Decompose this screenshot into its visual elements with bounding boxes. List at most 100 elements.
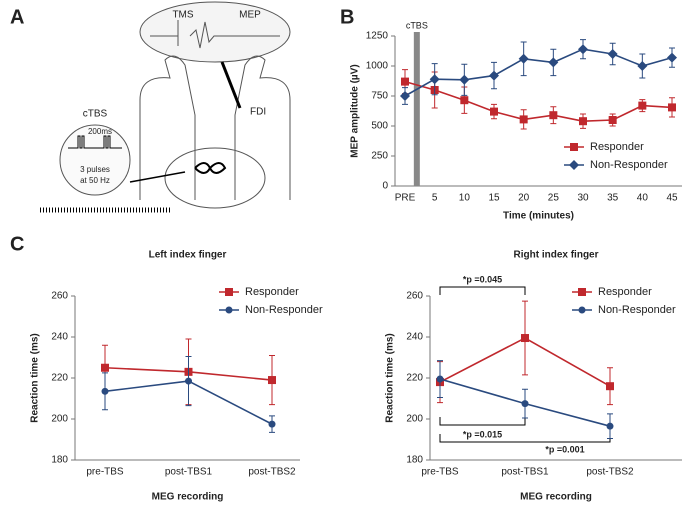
x-tick-label: pre-TBS [86, 467, 124, 478]
x-tick-label: 40 [637, 193, 649, 204]
marker [268, 376, 276, 385]
label: MEP [239, 10, 261, 21]
annotation: *p =0.001 [545, 444, 584, 454]
marker [519, 115, 528, 124]
y-tick-label: 220 [406, 373, 423, 384]
y-tick-label: 180 [51, 455, 68, 466]
x-tick-label: post-TBS2 [586, 467, 634, 478]
y-tick-label: 1000 [366, 61, 389, 72]
line [404, 80, 673, 123]
marker [569, 160, 579, 170]
marker [459, 74, 470, 85]
y-axis-label: Reaction time (ms) [385, 333, 396, 422]
x-tick-label: 25 [548, 193, 560, 204]
marker [225, 288, 233, 296]
panel-label: C [10, 233, 24, 255]
legend-label: Non-Responder [590, 159, 668, 171]
marker [607, 49, 618, 59]
x-axis-label: MEG recording [152, 492, 224, 503]
legend-label: Responder [598, 286, 652, 298]
y-tick-label: 180 [406, 455, 423, 466]
marker [606, 382, 614, 391]
x-tick-label: 30 [577, 193, 589, 204]
marker [570, 143, 578, 151]
x-tick-label: PRE [395, 193, 416, 204]
x-tick-label: 35 [607, 193, 619, 204]
arms [139, 55, 291, 200]
legend-label: Responder [245, 286, 299, 298]
marker [606, 422, 614, 430]
chart-title: Right index finger [514, 250, 599, 261]
panel-label: A [10, 6, 24, 28]
mep-trace [150, 20, 280, 49]
label: FDI [250, 107, 266, 118]
diagram [40, 1, 291, 213]
label: TMS [172, 10, 193, 21]
marker [429, 74, 440, 85]
y-tick-label: 260 [406, 291, 423, 302]
y-tick-label: 200 [406, 414, 423, 425]
x-tick-label: 10 [459, 193, 471, 204]
electrode [220, 61, 242, 109]
marker [637, 61, 648, 71]
x-tick-label: pre-TBS [421, 467, 459, 478]
legend-label: Non-Responder [245, 304, 323, 316]
x-tick-label: 45 [666, 193, 678, 204]
line [404, 48, 673, 97]
y-tick-label: 500 [371, 121, 388, 132]
y-tick-label: 200 [51, 414, 68, 425]
x-axis-label: MEG recording [520, 492, 592, 503]
mep-bubble [139, 1, 291, 63]
x-tick-label: post-TBS1 [501, 467, 549, 478]
marker [578, 44, 588, 55]
label: 3 pulses [80, 165, 110, 174]
marker [400, 91, 410, 101]
marker [578, 288, 586, 296]
marker [521, 334, 529, 343]
ctbs-bar [413, 32, 420, 186]
x-tick-label: 5 [432, 193, 438, 204]
legend-label: Non-Responder [598, 304, 676, 316]
x-axis-label: Time (minutes) [503, 211, 574, 222]
y-axis-label: MEP amplitude (µV) [350, 64, 361, 157]
bracket [439, 417, 526, 426]
x-tick-label: post-TBS2 [248, 467, 296, 478]
y-tick-label: 0 [382, 181, 388, 192]
marker [268, 420, 276, 428]
x-tick-label: post-TBS1 [165, 467, 213, 478]
bracket [439, 286, 526, 295]
marker [489, 70, 499, 81]
marker [578, 306, 586, 314]
marker [101, 387, 109, 395]
x-tick-label: 15 [488, 193, 500, 204]
annotation: *p =0.045 [463, 274, 502, 284]
marker [549, 111, 558, 120]
marker [668, 103, 676, 112]
annotation: *p =0.015 [463, 429, 502, 439]
x-tick-label: 20 [518, 193, 530, 204]
label: cTBS [83, 109, 108, 120]
marker [490, 107, 498, 116]
marker [667, 52, 677, 63]
marker [518, 53, 529, 64]
marker [401, 77, 409, 86]
label: 200ms [88, 127, 112, 136]
arrow [129, 171, 186, 183]
pulse-train [68, 135, 122, 149]
chart-title: Left index finger [149, 250, 227, 261]
marker [579, 117, 587, 126]
marker [521, 400, 529, 408]
marker [460, 96, 469, 105]
panel-label: B [340, 6, 354, 28]
y-tick-label: 1250 [366, 31, 389, 42]
marker [225, 306, 233, 314]
legend-label: Responder [590, 141, 644, 153]
marker [638, 101, 647, 110]
marker [548, 57, 559, 68]
y-tick-label: 220 [51, 373, 68, 384]
coil [194, 162, 227, 174]
y-tick-label: 240 [51, 332, 68, 343]
marker [101, 363, 109, 372]
marker [608, 116, 617, 124]
